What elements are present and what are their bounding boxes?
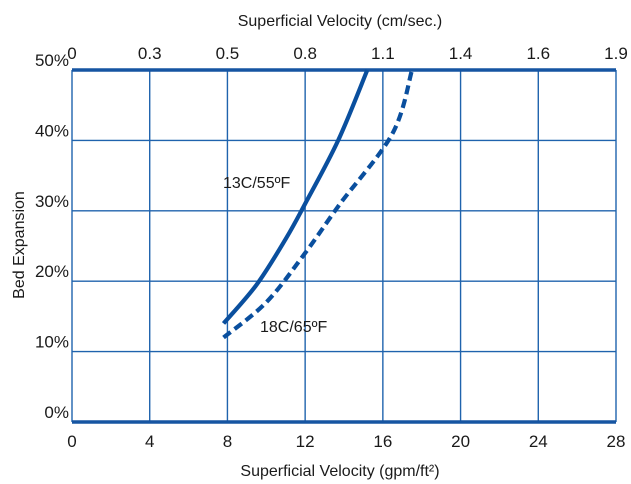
x-tick-label: 0 <box>67 432 76 451</box>
top-tick-label: 0 <box>67 44 76 63</box>
top-tick-label: 1.9 <box>604 44 628 63</box>
y-tick-label: 40% <box>35 121 69 140</box>
x-tick-label: 4 <box>145 432 154 451</box>
series-line-13c <box>221 69 370 325</box>
series-label-18c: 18C/65ºF <box>260 319 327 336</box>
top-tick-label: 0.8 <box>293 44 317 63</box>
top-tick-label: 1.1 <box>371 44 395 63</box>
y-tick-label: 20% <box>35 262 69 281</box>
top-tick-label: 0.5 <box>216 44 240 63</box>
top-axis-label: Superficial Velocity (cm/sec.) <box>238 13 443 30</box>
x-tick-label: 24 <box>529 432 548 451</box>
x-axis-label: Superficial Velocity (gpm/ft²) <box>240 463 439 480</box>
x-tick-label: 28 <box>607 432 626 451</box>
series-line-18c <box>222 69 415 340</box>
top-tick-label: 1.6 <box>526 44 550 63</box>
y-tick-label: 10% <box>35 333 69 352</box>
tick-labels: 0 0 4 0.3 8 0.5 12 0.8 16 1.1 20 1.4 24 1.6 28 1.9 0% 10%… <box>35 44 628 451</box>
series-label-13c: 13C/55ºF <box>223 175 290 192</box>
y-tick-label: 30% <box>35 192 69 211</box>
x-tick-label: 20 <box>451 432 470 451</box>
y-tick-label: 50% <box>35 51 69 70</box>
x-tick-label: 8 <box>223 432 232 451</box>
series-layer <box>221 69 415 340</box>
y-tick-label: 0% <box>44 403 69 422</box>
top-tick-label: 1.4 <box>449 44 473 63</box>
x-tick-label: 12 <box>296 432 315 451</box>
x-tick-label: 16 <box>373 432 392 451</box>
top-tick-label: 0.3 <box>138 44 162 63</box>
grid <box>71 68 617 424</box>
y-axis-label: Bed Expansion <box>11 191 28 299</box>
